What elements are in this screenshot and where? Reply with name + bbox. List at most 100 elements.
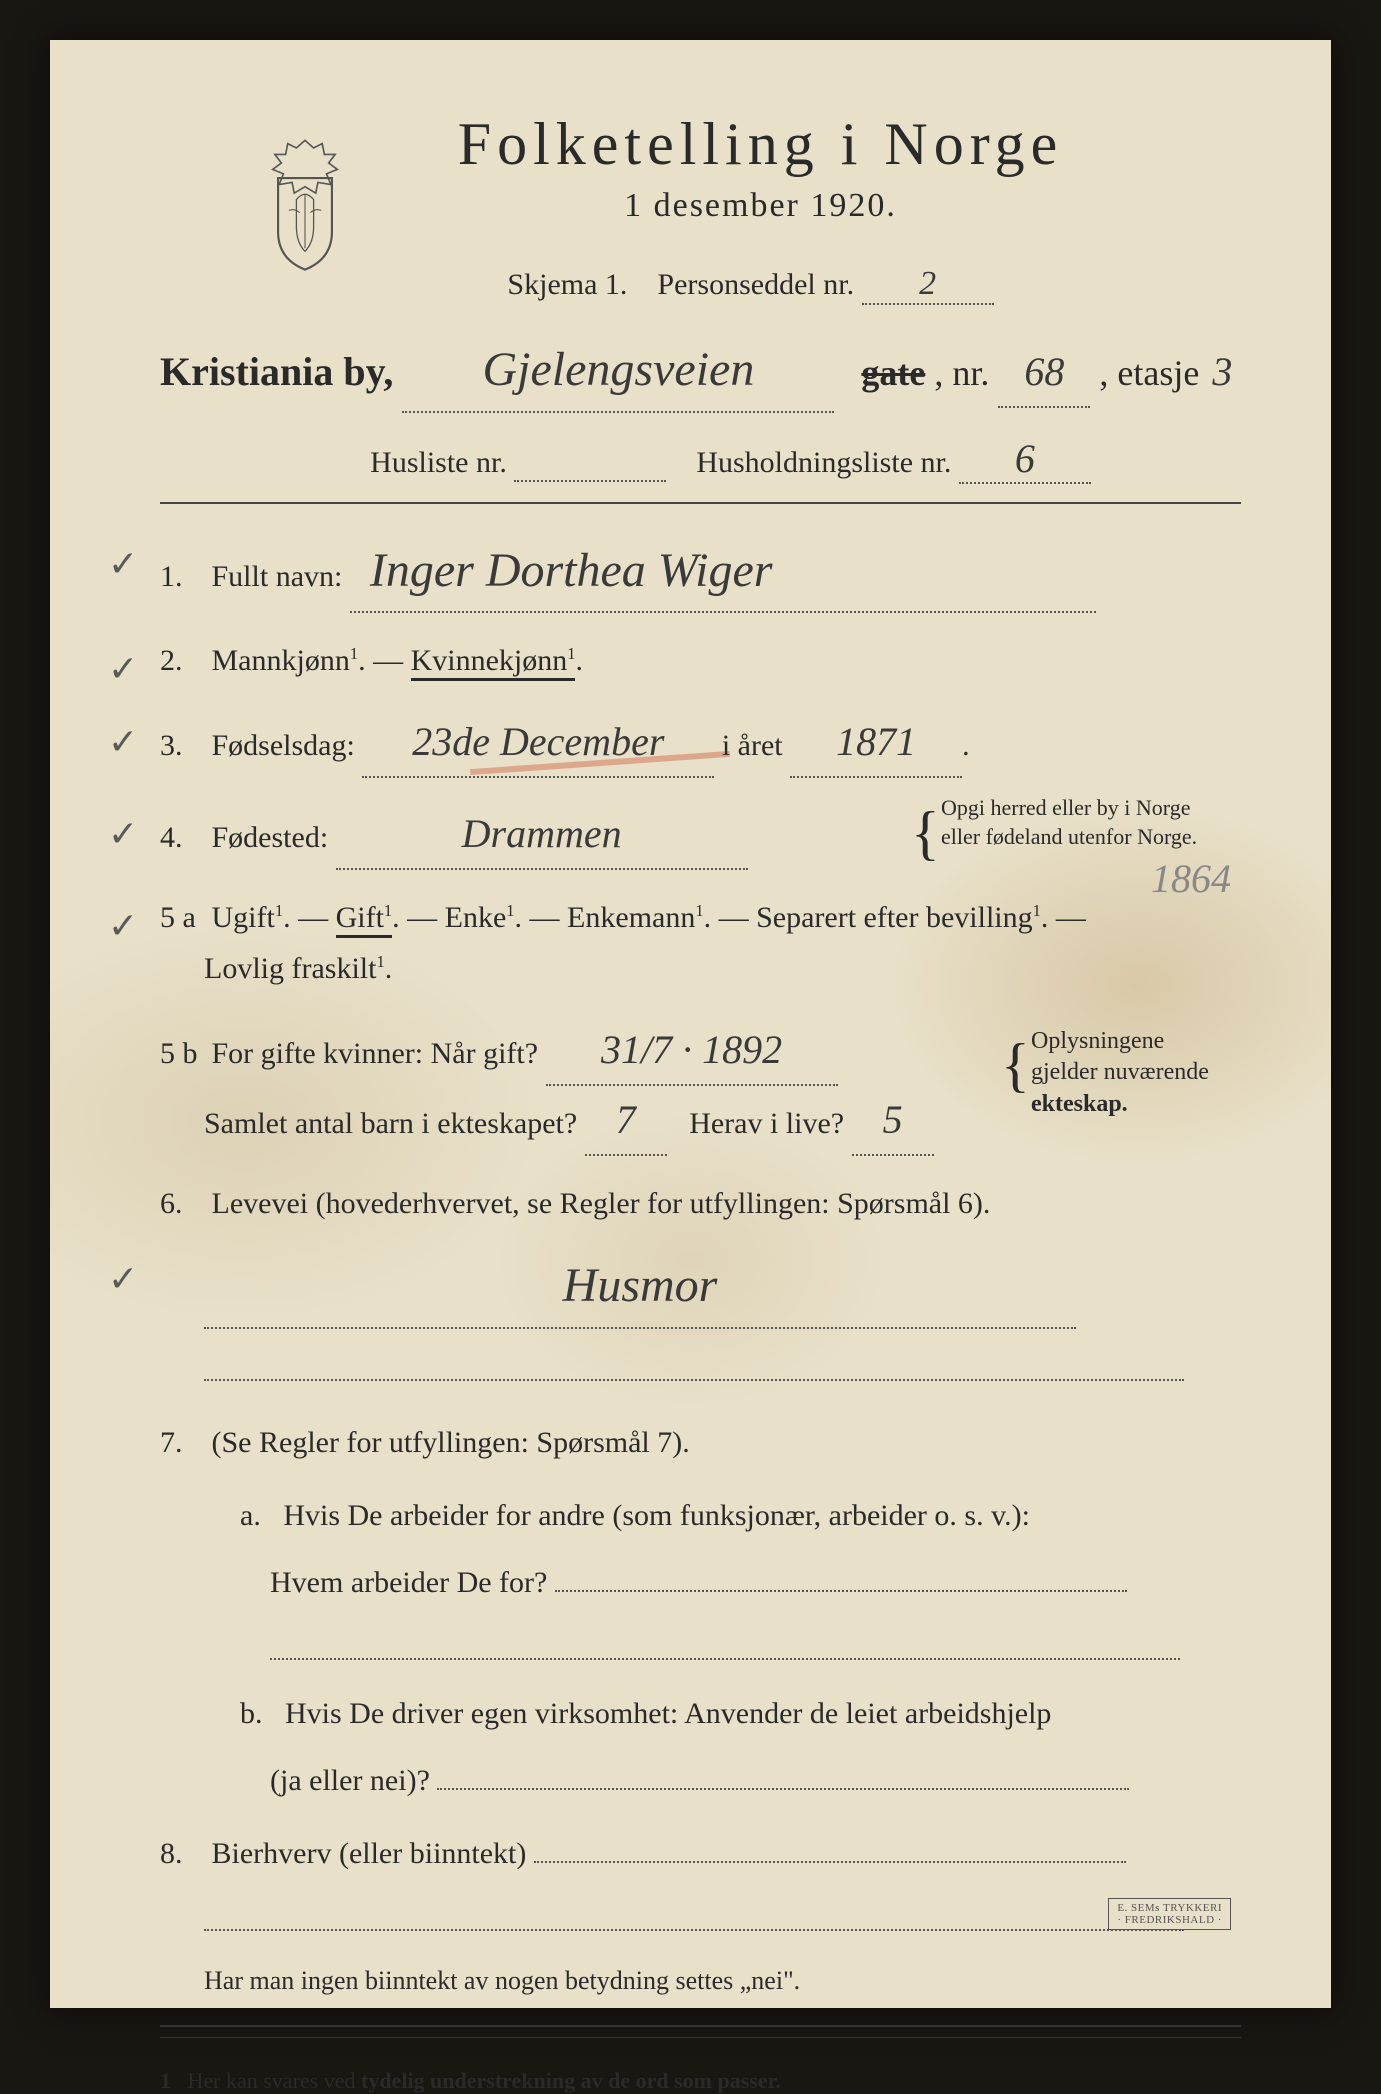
q7a-line2: Hvem arbeider De for? — [270, 1566, 547, 1599]
q5a-num: 5 a — [160, 892, 204, 943]
q7-row: 7. (Se Regler for utfyllingen: Spørsmål … — [160, 1417, 1241, 1468]
q8-row: 8. Bierhverv (eller biinntekt) — [160, 1828, 1241, 1879]
q5a-opt-enke: Enke — [445, 901, 515, 934]
q7a-line2-row: Hvem arbeider De for? — [270, 1557, 1241, 1608]
q3-row: ✓ 3. Fødselsdag: 23de December i året 18… — [160, 708, 1241, 778]
q4-num: 4. — [160, 812, 204, 863]
title-block: Folketelling i Norge 1 desember 1920. — [280, 110, 1241, 225]
q7-label: (Se Regler for utfyllingen: Spørsmål 7). — [212, 1426, 690, 1459]
personseddel-label: Personseddel nr. — [657, 268, 854, 301]
page-background: Folketelling i Norge 1 desember 1920. Sk… — [0, 0, 1381, 2048]
q5a-opt-fraskilt: Lovlig fraskilt — [204, 952, 385, 985]
check-mark-icon: ✓ — [108, 804, 138, 865]
city-label: Kristiania by, — [160, 349, 393, 394]
q1-num: 1. — [160, 551, 204, 602]
q4-label: Fødested: — [212, 821, 329, 854]
q5b-row: 5 b For gifte kvinner: Når gift? 31/7 · … — [160, 1016, 1241, 1156]
q5b-label1: For gifte kvinner: Når gift? — [212, 1037, 539, 1070]
q7b-line2: (ja eller nei)? — [270, 1764, 430, 1797]
husholdning-label: Husholdningsliste nr. — [696, 446, 951, 479]
q5b-num: 5 b — [160, 1028, 204, 1079]
census-form-paper: Folketelling i Norge 1 desember 1920. Sk… — [50, 40, 1331, 2008]
q3-num: 3. — [160, 720, 204, 771]
q8-blank-line — [204, 1901, 1184, 1931]
q3-year-label: i året — [722, 729, 783, 762]
q6-blank-line — [204, 1351, 1184, 1381]
q8-num: 8. — [160, 1828, 204, 1879]
q1-full-name: Inger Dorthea Wiger — [370, 530, 773, 612]
q5b-label2: Samlet antal barn i ekteskapet? — [204, 1107, 577, 1140]
q7a-label: a. — [240, 1499, 261, 1532]
census-date: 1 desember 1920. — [280, 187, 1241, 225]
q5b-children-alive: 5 — [883, 1086, 903, 1154]
q1-row: ✓ 1. Fullt navn: Inger Dorthea Wiger — [160, 530, 1241, 614]
q5b-marriage-date: 31/7 · 1892 — [601, 1016, 782, 1084]
q2-row: ✓ 2. Mannkjønn. — Kvinnekjønn. — [160, 635, 1241, 686]
q5a-opt-enkemann: Enkemann — [567, 901, 704, 934]
q7a-row: a. Hvis De arbeider for andre (som funks… — [240, 1490, 1241, 1541]
q5a-opt-gift-selected: Gift — [336, 901, 393, 938]
nr-label: , nr. — [934, 353, 989, 393]
q4-note: Opgi herred eller by i Norge eller fødel… — [941, 794, 1241, 851]
q7b-row: b. Hvis De driver egen virksomhet: Anven… — [240, 1688, 1241, 1739]
q6-row: 6. Levevei (hovederhvervet, se Regler fo… — [160, 1178, 1241, 1229]
divider-top — [160, 502, 1241, 504]
house-number: 68 — [1024, 338, 1064, 406]
check-mark-icon: ✓ — [108, 1249, 138, 1310]
q5b-children-total: 7 — [616, 1086, 636, 1154]
q4-birthplace: Drammen — [462, 800, 622, 868]
skjema-line: Skjema 1. Personseddel nr. 2 — [260, 265, 1241, 305]
q3-label: Fødselsdag: — [212, 729, 355, 762]
q6-value-row: ✓ Husmor — [160, 1245, 1241, 1329]
footer-hint-row: Har man ingen biinntekt av nogen betydni… — [204, 1959, 1241, 2003]
footer-rule-1 — [160, 2025, 1241, 2027]
address-row: Kristiania by, Gjelengsveien gate , nr. … — [160, 329, 1241, 413]
footer-rule-2 — [160, 2037, 1241, 2038]
printer-line2: · FREDRIKSHALD · — [1117, 1914, 1222, 1926]
q5b-note: Oplysningene gjelder nuværende ekteskap. — [1031, 1026, 1241, 1120]
q7b-line2-row: (ja eller nei)? — [270, 1755, 1241, 1806]
skjema-label: Skjema 1. — [507, 268, 627, 301]
q7a-blank-line — [270, 1630, 1180, 1660]
printer-mark: E. SEMs TRYKKERI · FREDRIKSHALD · — [1108, 1898, 1231, 1930]
check-mark-icon: ✓ — [108, 896, 138, 957]
q2-num: 2. — [160, 635, 204, 686]
q5b-note-l3: ekteskap. — [1031, 1091, 1128, 1117]
q6-label: Levevei (hovederhvervet, se Regler for u… — [212, 1187, 991, 1220]
footnote-num: 1 — [160, 2068, 171, 2093]
q2-male: Mannkjønn — [212, 644, 359, 677]
etasje-label: , etasje — [1099, 353, 1199, 393]
q4-note-line2: eller fødeland utenfor Norge. — [941, 824, 1197, 849]
q2-female-selected: Kvinnekjønn — [411, 644, 576, 681]
coat-of-arms-icon — [250, 135, 360, 275]
q6-occupation: Husmor — [563, 1245, 718, 1327]
footnote-text: Her kan svares ved tydelig understreknin… — [188, 2068, 781, 2093]
personseddel-number: 2 — [919, 265, 936, 303]
q2-dash: — — [373, 644, 411, 677]
printer-line1: E. SEMs TRYKKERI — [1117, 1902, 1222, 1914]
q5a-opt-separert: Separert efter bevilling — [756, 901, 1041, 934]
check-mark-icon: ✓ — [108, 712, 138, 773]
q4-note-line1: Opgi herred eller by i Norge — [941, 795, 1190, 820]
gate-label-striked: gate — [861, 353, 925, 393]
q7-num: 7. — [160, 1417, 204, 1468]
q4-row: ✓ 4. Fødested: Drammen Opgi herred eller… — [160, 800, 1241, 870]
q6-num: 6. — [160, 1178, 204, 1229]
q5b-note-l2: gjelder nuværende — [1031, 1059, 1209, 1085]
q7b-line1: Hvis De driver egen virksomhet: Anvender… — [285, 1697, 1051, 1730]
floor-number: 3 — [1212, 338, 1232, 406]
pencil-annotation: 1864 — [1151, 855, 1231, 902]
q5b-label3: Herav i live? — [689, 1107, 844, 1140]
q3-birth-year: 1871 — [836, 708, 916, 776]
main-title: Folketelling i Norge — [280, 110, 1241, 179]
q7b-label: b. — [240, 1697, 263, 1730]
street-name: Gjelengsveien — [482, 329, 754, 411]
husliste-row: Husliste nr. Husholdningsliste nr. 6 — [220, 435, 1241, 484]
footnote-row: 1 Her kan svares ved tydelig understrekn… — [160, 2068, 1241, 2094]
q8-label: Bierhverv (eller biinntekt) — [212, 1837, 527, 1870]
q5a-opt-ugift: Ugift — [212, 901, 284, 934]
q5b-note-l1: Oplysningene — [1031, 1028, 1164, 1054]
q7a-line1: Hvis De arbeider for andre (som funksjon… — [283, 1499, 1030, 1532]
q3-birthday: 23de December — [412, 708, 664, 776]
q5a-row: ✓ 5 a Ugift. — Gift. — Enke. — Enkemann.… — [160, 892, 1241, 994]
